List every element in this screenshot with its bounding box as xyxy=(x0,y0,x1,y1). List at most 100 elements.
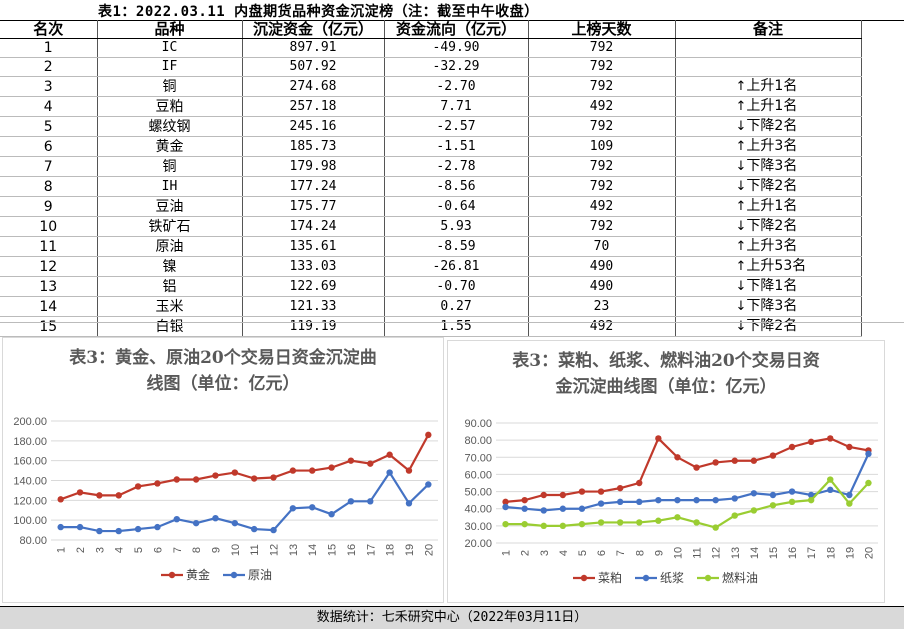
y-tick-label: 70.00 xyxy=(464,452,492,464)
table-row: 13 铝 122.69 -0.70 490 ↓下降1名 xyxy=(0,276,862,297)
x-tick-label: 10 xyxy=(230,544,242,556)
x-tick-label: 12 xyxy=(711,547,723,559)
series-line-1 xyxy=(60,470,430,533)
cell-note: ↑上升3名 xyxy=(675,236,862,257)
cell-name: IF xyxy=(97,57,243,77)
cell-rank: 5 xyxy=(0,116,98,137)
cell-days: 23 xyxy=(528,296,676,317)
table-title: 表1：2022.03.11 内盘期货品种资金沉淀榜（注：截至中午收盘） xyxy=(98,4,539,20)
x-tick-label: 9 xyxy=(210,547,222,553)
data-point xyxy=(540,507,547,514)
x-tick-label: 12 xyxy=(269,544,281,556)
cell-rank: 3 xyxy=(0,76,98,97)
x-tick-label: 20 xyxy=(423,544,435,556)
data-point xyxy=(328,464,335,471)
ranking-table: 名次 品种 沉淀资金（亿元） 资金流向（亿元） 上榜天数 备注 1 IC 897.9… xyxy=(0,20,862,337)
cell-flow: -8.59 xyxy=(384,236,529,257)
x-tick-label: 4 xyxy=(558,550,570,556)
x-tick-label: 17 xyxy=(365,544,377,556)
y-tick-label: 60.00 xyxy=(464,469,492,481)
header-capital: 沉淀资金（亿元） xyxy=(242,20,385,39)
y-tick-label: 160.00 xyxy=(13,456,47,468)
x-tick-label: 15 xyxy=(768,547,780,559)
cell-flow: -2.78 xyxy=(384,156,529,177)
data-point xyxy=(788,498,796,506)
data-point xyxy=(559,505,567,512)
cell-name: IH xyxy=(97,176,243,197)
cell-capital: 274.68 xyxy=(242,76,385,97)
data-point xyxy=(827,476,834,483)
note-text: 上升53名 xyxy=(746,258,807,274)
cell-capital: 175.77 xyxy=(242,196,385,217)
x-tick-label: 13 xyxy=(288,544,300,556)
header-rank: 名次 xyxy=(0,20,98,39)
cell-rank: 4 xyxy=(0,96,98,117)
data-point xyxy=(827,435,834,442)
arrow-up-icon: ↑ xyxy=(735,139,747,154)
data-point xyxy=(76,489,84,496)
cell-days: 792 xyxy=(528,176,676,197)
data-point xyxy=(540,522,547,530)
legend-label: 菜粕 xyxy=(598,570,622,585)
cell-rank: 1 xyxy=(0,38,98,58)
data-point xyxy=(616,484,624,492)
data-point xyxy=(173,515,180,523)
chart1-svg: 80.00 100.00 120.00 140.00 160.00 180.00 200.0… xyxy=(13,416,438,582)
data-point xyxy=(328,511,335,518)
data-point xyxy=(788,488,796,495)
table-row: 7 铜 179.98 -2.78 792 ↓下降3名 xyxy=(0,156,862,177)
cell-days: 792 xyxy=(528,38,676,58)
data-point xyxy=(289,505,297,512)
data-point xyxy=(578,488,586,495)
data-point xyxy=(76,523,84,531)
cell-capital: 174.24 xyxy=(242,216,385,237)
cell-name: 玉米 xyxy=(97,296,243,317)
cell-note xyxy=(675,57,862,77)
x-tick-label: 4 xyxy=(114,547,126,553)
cell-name: 镍 xyxy=(97,256,243,277)
cell-days: 492 xyxy=(528,196,676,217)
cell-rank: 9 xyxy=(0,196,98,217)
data-point xyxy=(154,523,161,531)
data-point xyxy=(655,517,662,524)
cell-note: ↑上升1名 xyxy=(675,96,862,117)
x-tick-label: 20 xyxy=(863,547,875,559)
x-tick-label: 2 xyxy=(75,547,87,553)
cell-capital: 257.18 xyxy=(242,96,385,117)
cell-note: ↓下降3名 xyxy=(675,296,862,317)
data-point xyxy=(154,480,161,487)
data-point xyxy=(405,500,413,507)
data-point xyxy=(521,496,528,504)
data-point xyxy=(367,498,374,505)
cell-rank: 13 xyxy=(0,276,98,297)
data-point xyxy=(731,512,738,519)
y-tick-label: 20.00 xyxy=(464,538,492,550)
data-point xyxy=(616,498,624,506)
data-point xyxy=(386,451,393,458)
note-text: 上升1名 xyxy=(746,78,798,94)
legend-label: 原油 xyxy=(248,568,272,582)
y-tick-label: 90.00 xyxy=(464,418,492,430)
data-point xyxy=(386,469,393,476)
table-title-row: 表1：2022.03.11 内盘期货品种资金沉淀榜（注：截至中午收盘） xyxy=(0,0,904,21)
cell-flow: -32.29 xyxy=(384,57,529,77)
cell-days: 70 xyxy=(528,236,676,257)
data-point xyxy=(367,460,374,467)
cell-note: ↓下降3名 xyxy=(675,156,862,177)
data-point xyxy=(425,431,432,439)
arrow-up-icon: ↑ xyxy=(735,79,747,94)
data-point xyxy=(250,475,258,482)
cell-capital: 177.24 xyxy=(242,176,385,197)
cell-name: 原油 xyxy=(97,236,243,257)
footer-source: 数据统计：七禾研究中心（2022年03月11日） xyxy=(0,606,904,629)
data-point xyxy=(502,503,509,511)
y-tick-label: 30.00 xyxy=(464,521,492,533)
table-row: 1 IC 897.91 -49.90 792 xyxy=(0,38,862,58)
y-tick-label: 180.00 xyxy=(13,436,47,448)
series-line-2 xyxy=(505,477,870,529)
x-tick-label: 5 xyxy=(133,547,145,553)
x-tick-label: 3 xyxy=(94,547,106,553)
table-row: 3 铜 274.68 -2.70 792 ↑上升1名 xyxy=(0,76,862,97)
y-tick-label: 120.00 xyxy=(13,495,47,507)
